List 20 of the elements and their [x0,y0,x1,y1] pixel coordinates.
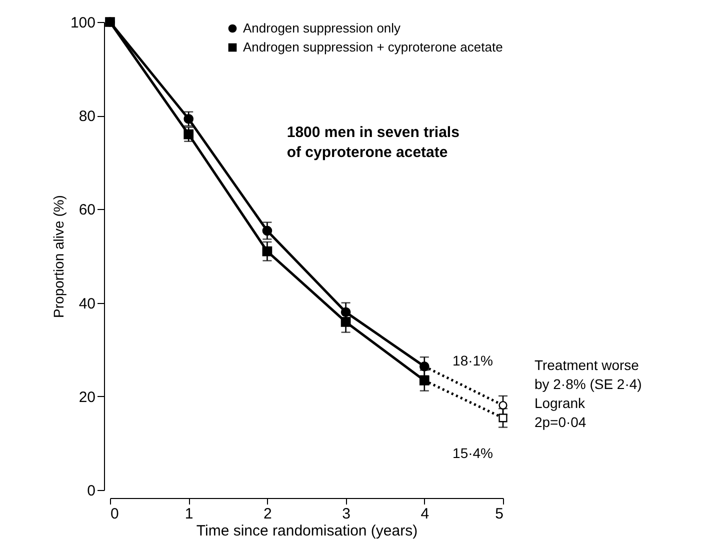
x-axis-title: Time since randomisation (years) [196,522,418,540]
annotation: 18·1% [452,352,493,368]
y-tick-label: 0 [87,482,96,500]
annotation: 1800 men in seven trials of cyproterone acetate [286,124,460,161]
y-tick-label: 100 [70,14,96,32]
y-tick-label: 20 [78,388,96,406]
x-tick-label: 2 [264,506,272,522]
legend-label: Androgen suppression only [243,20,402,36]
y-tick-label: 80 [78,108,96,126]
y-axis-title: Proportion alive (%) [50,195,66,318]
x-tick-label: 5 [495,506,504,522]
annotation: 15·4% [452,444,493,461]
x-tick-label: 0 [110,506,119,522]
x-tick-label: 1 [184,506,194,522]
y-tick-label: 60 [78,202,96,219]
legend-label: Androgen suppression + cyproterone acetate [243,40,503,54]
x-tick-label: 4 [420,506,430,522]
y-tick-label: 40 [78,295,96,312]
text: Treatment worse by 2·8% (SE 2·4) Logrank 2p=0·04 [534,356,642,430]
x-tick-label: 3 [342,506,350,522]
